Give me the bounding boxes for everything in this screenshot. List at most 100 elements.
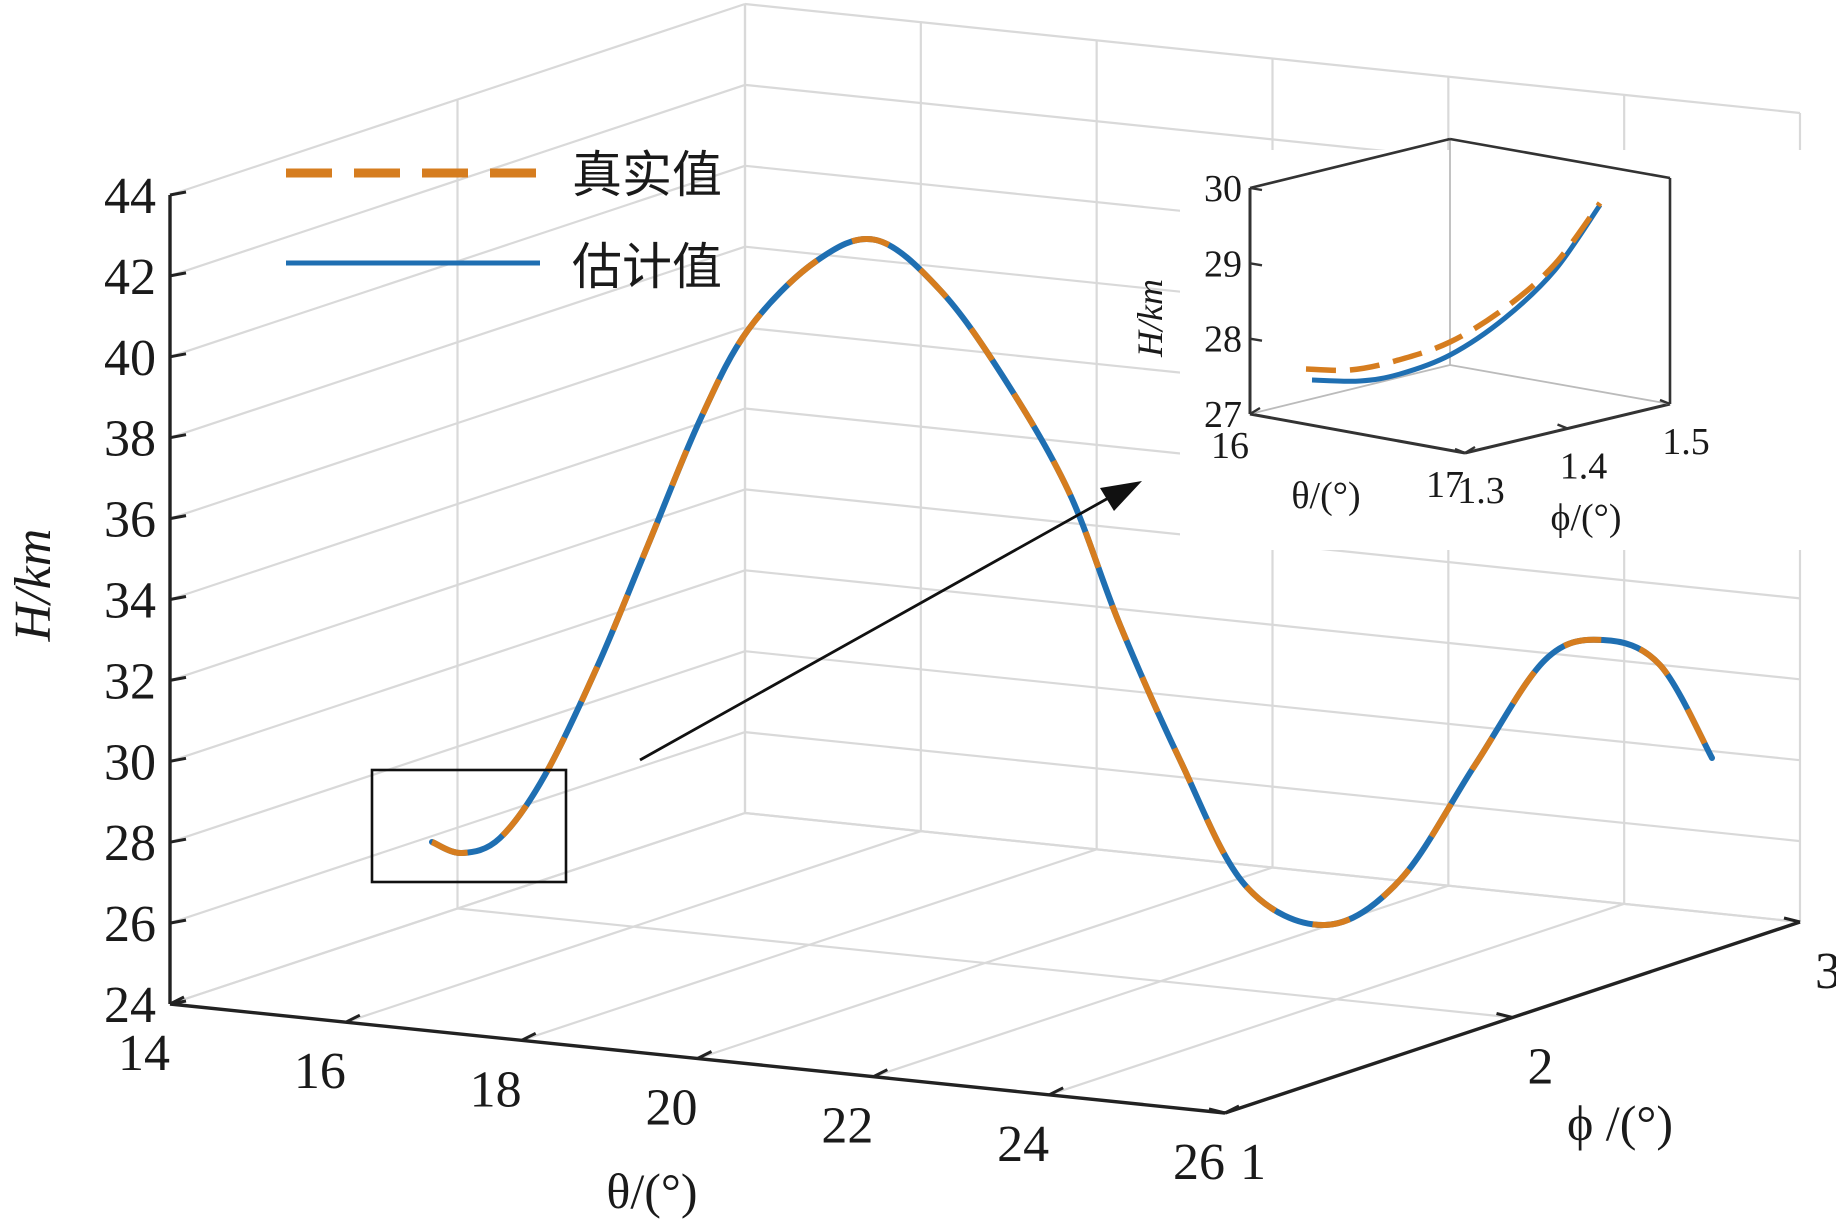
zoom-box — [370, 768, 568, 884]
inset-box-edge — [1449, 137, 1671, 180]
inset-y-tick-label: 1.4 — [1560, 446, 1608, 488]
grid-line — [744, 569, 1801, 681]
x-tick-label: 14 — [118, 1025, 170, 1082]
inset-z-tick-mark — [1249, 337, 1263, 342]
inset-z-tick-label: 30 — [1204, 168, 1242, 210]
y-tick-mark — [1783, 916, 1801, 924]
legend-label-true: 真实值 — [572, 146, 722, 204]
grid-line — [744, 811, 1801, 924]
z-tick-label: 36 — [104, 492, 156, 549]
z-tick-mark — [169, 837, 187, 844]
inset-series-true-line — [1305, 201, 1603, 374]
inset-z-tick-label: 29 — [1204, 243, 1242, 285]
inset-x-tick-label: 16 — [1211, 425, 1249, 467]
axis-labels: H/km θ/(°) ϕ /(°) — [5, 529, 1673, 1219]
z-tick-label: 30 — [104, 734, 156, 791]
inset-z-tick-mark — [1249, 262, 1263, 267]
tick-labels: 24 26 28 30 32 34 36 38 40 42 44 14 16 18 20 22 24 26 1 2 3 — [104, 168, 1836, 1191]
inset-z-tick-mark — [1249, 412, 1263, 418]
z-tick-label: 28 — [104, 815, 156, 872]
grid-line — [169, 488, 746, 682]
inset-box-edge — [1249, 364, 1451, 415]
inset-x-axis-line — [1249, 412, 1466, 455]
z-tick-mark — [169, 756, 187, 763]
z-tick-label: 26 — [104, 896, 156, 953]
z-tick-mark — [169, 514, 187, 521]
x-tick-mark — [872, 1068, 889, 1079]
series-true-line — [430, 236, 1715, 929]
y-tick-label: 1 — [1240, 1134, 1266, 1191]
grid-line — [744, 2, 1801, 115]
y-axis-label: ϕ /(°) — [1567, 1095, 1673, 1151]
inset-chart: 27 28 29 30 16 171.3 1.4 1.5 H/km θ/(°) ϕ/(°) — [1130, 137, 1805, 550]
x-tick-mark — [1048, 1086, 1064, 1097]
z-tick-mark — [169, 595, 187, 601]
inset-series-lines — [1305, 201, 1603, 384]
inset-x-tick-mark — [1464, 445, 1476, 455]
inset-box-edge — [1449, 364, 1671, 405]
z-tick-mark — [169, 918, 187, 925]
z-tick-label: 42 — [104, 249, 156, 306]
legend-label-estimate: 估计值 — [572, 238, 722, 296]
x-tick-mark — [345, 1013, 361, 1024]
inset-x-tick-label: 17 — [1426, 464, 1464, 506]
inset-tick-labels: 27 28 29 30 16 171.3 1.4 1.5 — [1204, 168, 1710, 512]
y-tick-label: 3 — [1815, 943, 1836, 1000]
grid-line — [169, 650, 746, 844]
grid-line — [169, 569, 746, 763]
grid-line — [744, 650, 1801, 762]
zoom-arrow-line — [639, 494, 1113, 762]
inset-x-axis-label: θ/(°) — [1291, 475, 1360, 517]
inset-y-tick-label: 1.5 — [1662, 421, 1710, 463]
series-lines — [429, 236, 1715, 929]
inset-z-tick-mark — [1249, 186, 1263, 192]
inset-box-edge — [1249, 137, 1451, 190]
x-tick-label: 24 — [997, 1116, 1049, 1173]
z-tick-mark — [169, 433, 187, 440]
x-tick-mark — [520, 1031, 537, 1042]
y-tick-mark — [1208, 1107, 1226, 1115]
grid-line — [169, 326, 746, 520]
inset-y-tick-mark — [1557, 423, 1568, 430]
annotations — [370, 481, 1142, 884]
inset-z-axis-label: H/km — [1130, 279, 1170, 358]
inset-y-tick-mark — [1659, 398, 1671, 406]
z-tick-label: 40 — [104, 330, 156, 387]
inset-axes — [1248, 137, 1672, 455]
z-tick-label: 24 — [104, 977, 156, 1034]
inset-x-tick-mark — [1249, 406, 1261, 416]
grid-line — [457, 907, 1513, 1019]
grid-line — [169, 731, 746, 925]
x-tick-mark — [169, 995, 185, 1006]
inset-z-tick-label: 28 — [1204, 319, 1242, 361]
grid-line — [169, 245, 746, 439]
y-tick-mark — [1496, 1012, 1513, 1019]
axes — [168, 190, 1801, 1115]
x-axis-label: θ/(°) — [606, 1163, 697, 1219]
z-axis-label: H/km — [5, 529, 62, 643]
x-tick-label: 22 — [821, 1098, 873, 1155]
z-tick-label: 34 — [104, 573, 156, 630]
x-tick-mark — [696, 1050, 713, 1060]
inset-y-axis-label: ϕ/(°) — [1550, 497, 1621, 539]
inset-y-tick-mark — [1454, 447, 1466, 455]
grid-line — [744, 731, 1801, 843]
z-tick-mark — [169, 271, 187, 278]
inset-z-tick-label: 27 — [1204, 394, 1242, 436]
z-tick-mark — [169, 352, 187, 359]
inset-series-estimate-line — [1311, 203, 1603, 384]
x-tick-label: 20 — [646, 1080, 698, 1137]
z-tick-mark — [169, 675, 187, 682]
x-tick-label: 26 — [1173, 1134, 1225, 1191]
inset-y-tick-label: 1.3 — [1457, 470, 1505, 512]
z-tick-mark — [169, 190, 187, 197]
grid-line — [169, 2, 746, 197]
z-tick-label: 32 — [104, 653, 156, 710]
inset-background — [1180, 150, 1805, 550]
x-tick-label: 18 — [470, 1061, 522, 1118]
y-tick-label: 2 — [1528, 1039, 1554, 1096]
grid-line — [169, 83, 746, 277]
legend: 真实值 估计值 — [286, 146, 722, 296]
